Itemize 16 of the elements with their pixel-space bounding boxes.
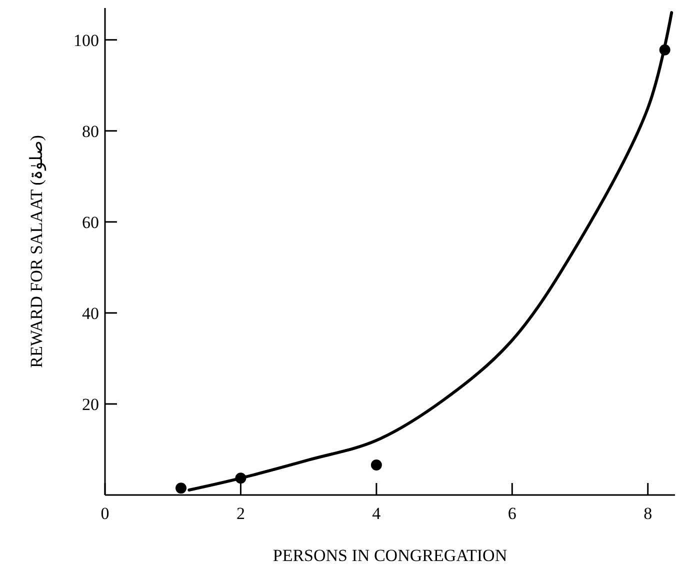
y-tick-label: 80	[82, 122, 99, 141]
y-tick-label: 20	[82, 394, 99, 414]
x-axis-title: PERSONS IN CONGREGATION	[272, 546, 508, 565]
point	[235, 472, 246, 484]
x-tick-label: 0	[100, 504, 110, 523]
y-tick-label: 100	[74, 30, 99, 50]
x-tick-label: 4	[372, 504, 382, 523]
y-axis-title: REWARD FOR SALAAT (صلوٰۃ)	[27, 135, 47, 368]
x-tick-label: 2	[236, 504, 245, 523]
y-tick-label: 40	[82, 304, 99, 323]
point	[659, 44, 670, 56]
point	[370, 459, 382, 470]
x-tick-label: 6	[508, 504, 516, 523]
point	[176, 482, 186, 494]
x-tick-label: 8	[644, 504, 652, 523]
y-tick-label: 60	[82, 212, 99, 232]
